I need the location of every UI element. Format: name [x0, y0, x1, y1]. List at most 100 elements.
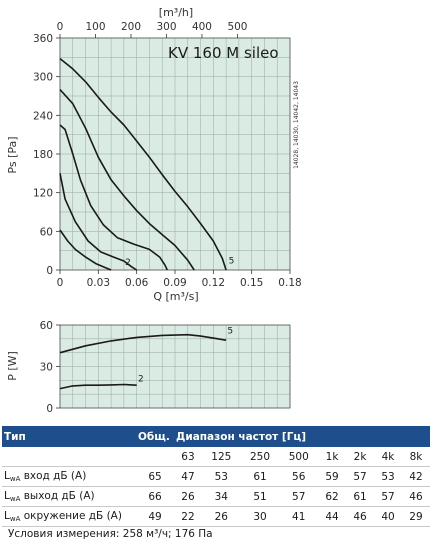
curve-label-2: 2 [125, 258, 131, 268]
table-header-row: Тип Общ. Диапазон частот [Гц] [2, 426, 430, 447]
param-subscript: wA [9, 495, 21, 503]
x2-tick-label: 0 [57, 21, 64, 33]
value-cell: 53 [201, 466, 241, 487]
freq-cell: 1k [318, 447, 347, 467]
value-cell: 46 [401, 486, 430, 507]
y-tick-label: 300 [33, 72, 53, 84]
power-curves: 25 [59, 326, 233, 390]
row-param: LwA выход дБ (А) [2, 486, 136, 507]
value-cell: 26 [201, 506, 241, 527]
power-curve-label-2: 2 [138, 375, 144, 385]
x2-tick-label: 200 [121, 21, 141, 33]
power-ticks: 0 30 60 [40, 320, 60, 415]
curve-2 [59, 173, 138, 271]
y-tick-label: 60 [40, 226, 53, 238]
x-tick-label: 0 [57, 277, 64, 289]
curve-label-5: 5 [229, 257, 235, 267]
curve-1 [59, 229, 112, 271]
pressure-top-axis-title: [m³/h] [159, 6, 193, 19]
x-tick-label: 0.15 [240, 277, 263, 289]
value-cell: 61 [240, 466, 280, 487]
table-row: LwA окружение дБ (А) 49 22 26 30 41 44 46 40 29 [2, 506, 430, 527]
table-body: 63 125 250 500 1k 2k 4k 8k LwA вход дБ (А) 65 47 53… [2, 447, 430, 527]
value-cell: 47 [174, 466, 202, 487]
total-cell: 65 [136, 466, 174, 487]
value-cell: 57 [279, 486, 319, 507]
y-tick-label: 0 [46, 265, 53, 277]
value-cell: 53 [374, 466, 402, 487]
value-cell: 62 [318, 486, 347, 507]
value-cell: 56 [279, 466, 319, 487]
value-cell: 29 [401, 506, 430, 527]
value-cell: 44 [318, 506, 347, 527]
freq-cell: 125 [201, 447, 241, 467]
x-tick-label: 0.03 [87, 277, 110, 289]
value-cell: 57 [374, 486, 402, 507]
row-param: LwA окружение дБ (А) [2, 506, 136, 527]
x2-tick-label: 100 [85, 21, 105, 33]
param-subscript: wA [9, 515, 21, 523]
value-cell: 57 [346, 466, 375, 487]
power-curve-label-5: 5 [227, 326, 233, 336]
param-text: окружение дБ (А) [20, 510, 122, 522]
total-cell: 49 [136, 506, 174, 527]
value-cell: 42 [401, 466, 430, 487]
measurement-conditions: Условия измерения: 258 м³/ч; 176 Па [8, 528, 213, 540]
pressure-ticks: 0 0.03 0.06 0.09 0.12 0.15 0.18 0 60 120 180 240 300… [33, 21, 302, 289]
power-y-axis-title: P [W] [6, 351, 19, 381]
x-tick-label: 0.18 [278, 277, 301, 289]
pressure-y-axis-title: Ps [Pa] [6, 136, 19, 173]
x-tick-label: 0.09 [163, 277, 186, 289]
freq-row: 63 125 250 500 1k 2k 4k 8k [2, 447, 430, 467]
table-row: LwA выход дБ (А) 66 26 34 51 57 62 61 57 46 [2, 486, 430, 507]
param-subscript: wA [9, 475, 21, 483]
side-label: 14028, 14030, 14042, 14043 [293, 81, 300, 169]
table-row: LwA вход дБ (А) 65 47 53 61 56 59 57 53 42 [2, 466, 430, 487]
x-tick-label: 0.12 [202, 277, 225, 289]
freq-cell: 500 [279, 447, 319, 467]
param-text: выход дБ (А) [20, 490, 95, 502]
x2-tick-label: 500 [227, 21, 247, 33]
freq-cell: 63 [174, 447, 202, 467]
model-label: KV 160 M sileo [168, 44, 279, 62]
y-tick-label: 120 [33, 188, 53, 200]
param-symbol: L [4, 470, 10, 482]
param-text: вход дБ (А) [20, 470, 87, 482]
freq-cell: 250 [240, 447, 280, 467]
curve-4 [59, 89, 195, 271]
x-tick-label: 0.06 [125, 277, 149, 289]
acoustic-data-table: Тип Общ. Диапазон частот [Гц] 63 125 250 50… [2, 426, 430, 527]
curve-3 [59, 124, 169, 271]
value-cell: 51 [240, 486, 280, 507]
param-symbol: L [4, 490, 10, 502]
y-tick-label: 240 [33, 110, 53, 122]
freq-cell: 8k [401, 447, 430, 467]
value-cell: 59 [318, 466, 347, 487]
freq-cell: 2k [346, 447, 375, 467]
row-param: LwA вход дБ (А) [2, 466, 136, 487]
y-tick-label: 30 [40, 362, 53, 374]
value-cell: 34 [201, 486, 241, 507]
value-cell: 30 [240, 506, 280, 527]
y-tick-label: 180 [33, 149, 53, 161]
y-tick-label: 360 [33, 33, 53, 45]
curve-2 [59, 383, 137, 390]
total-cell: 66 [136, 486, 174, 507]
value-cell: 61 [346, 486, 375, 507]
y-tick-label: 60 [40, 320, 53, 332]
x2-tick-label: 400 [192, 21, 212, 33]
curve-5 [59, 333, 227, 354]
header-type: Тип [2, 426, 136, 447]
value-cell: 26 [174, 486, 202, 507]
curve-5 [59, 57, 227, 271]
value-cell: 40 [374, 506, 402, 527]
y-tick-label: 0 [46, 403, 53, 415]
param-symbol: L [4, 510, 10, 522]
value-cell: 22 [174, 506, 202, 527]
header-range: Диапазон частот [Гц] [174, 426, 430, 447]
freq-cell: 4k [374, 447, 402, 467]
